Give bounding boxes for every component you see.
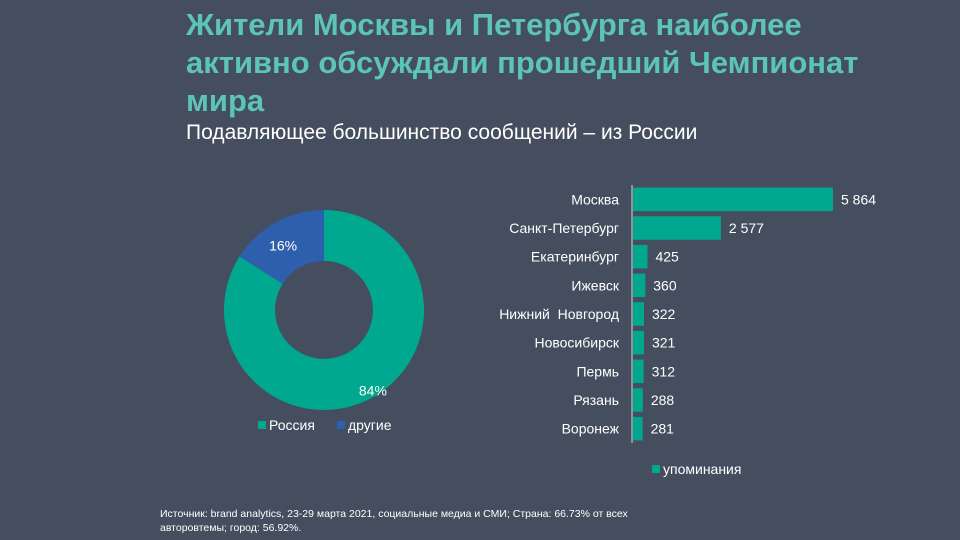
bar: [633, 330, 644, 355]
bar-chart: Москва 5 864 Санкт-Петербург 2 577 Екатеринб…: [499, 185, 876, 443]
legend-swatch-mentions: [652, 465, 660, 473]
bar: [633, 388, 643, 412]
donut-slice-russia: [224, 210, 424, 410]
category-label: Рязань: [573, 392, 619, 408]
bar: [633, 216, 721, 240]
category-label: Пермь: [576, 363, 619, 379]
category-label: Новосибирск: [534, 335, 619, 351]
page-title: Жители Москвы и Петербурга наиболее акти…: [186, 7, 859, 118]
category-label: Санкт-Петербург: [509, 220, 619, 236]
source-note: Источник: brand analytics, 23-29 марта 2…: [160, 508, 628, 534]
category-label: Нижний Новгород: [499, 306, 619, 322]
bar: [633, 244, 648, 269]
bar: [633, 416, 643, 441]
data-label: 312: [652, 363, 676, 379]
legend-label: другие: [348, 417, 392, 433]
data-label: 2 577: [729, 220, 764, 236]
data-label: 321: [652, 335, 676, 351]
legend-swatch-other: [337, 421, 345, 429]
donut-legend: Россия другие: [258, 417, 392, 433]
data-label: 281: [651, 421, 675, 437]
bar: [633, 273, 646, 298]
bar: [633, 359, 644, 384]
category-label: Москва: [571, 191, 619, 207]
data-label: 360: [653, 277, 677, 293]
donut-slice-other: [239, 209, 324, 284]
bar: [633, 187, 833, 212]
data-label: 288: [651, 392, 675, 408]
data-label: 322: [652, 306, 676, 322]
legend-swatch-russia: [258, 421, 266, 429]
category-label: Воронеж: [562, 421, 620, 437]
bar-legend: упоминания: [652, 461, 741, 477]
category-label: Ижевск: [571, 277, 619, 293]
bar: [633, 302, 644, 326]
data-label: 5 864: [841, 191, 876, 207]
donut-data-label: 16%: [269, 238, 297, 254]
data-label: 425: [655, 249, 679, 265]
category-label: Екатеринбург: [531, 249, 619, 265]
donut-data-label: 84%: [359, 382, 387, 398]
page-subtitle: Подавляющее большинство сообщений – из Р…: [186, 121, 698, 144]
legend-label: упоминания: [663, 461, 741, 477]
donut-chart: 84% 16%: [224, 209, 424, 410]
legend-label: Россия: [269, 417, 315, 433]
